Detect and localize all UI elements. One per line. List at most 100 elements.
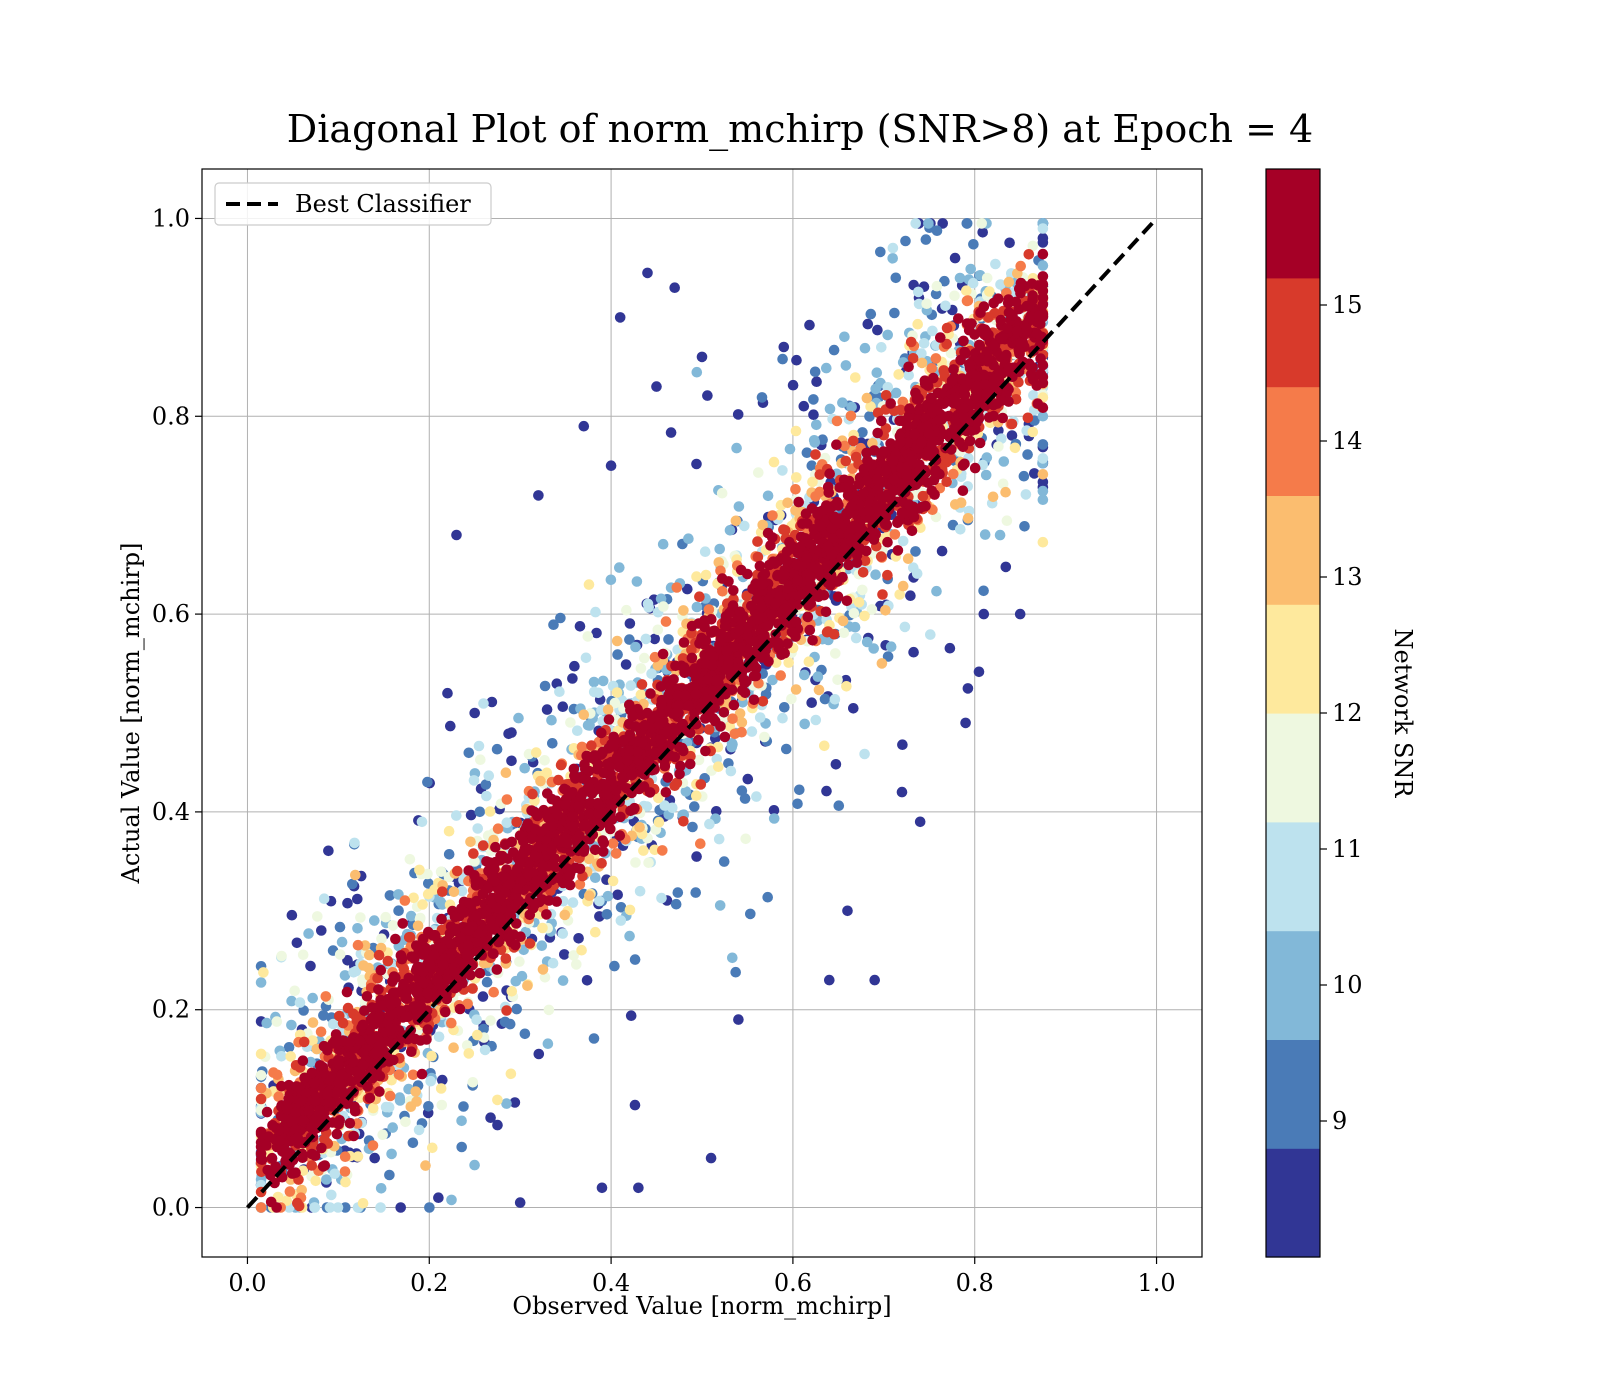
scatter-point bbox=[423, 1101, 434, 1112]
scatter-point bbox=[848, 608, 860, 619]
scatter-point bbox=[289, 985, 301, 997]
scatter-point bbox=[387, 920, 399, 931]
scatter-point bbox=[824, 974, 835, 986]
scatter-point bbox=[582, 631, 594, 642]
scatter-point bbox=[651, 381, 662, 392]
scatter-point bbox=[620, 659, 632, 670]
scatter-point bbox=[323, 845, 334, 857]
scatter-point bbox=[756, 392, 768, 403]
scatter-point bbox=[820, 606, 832, 618]
scatter-point bbox=[907, 353, 919, 364]
scatter-point bbox=[500, 953, 512, 964]
scatter-point bbox=[255, 977, 267, 988]
scatter-point bbox=[588, 676, 600, 688]
scatter-point bbox=[596, 727, 607, 739]
scatter-point bbox=[779, 702, 790, 713]
scatter-point bbox=[718, 707, 730, 718]
scatter-point bbox=[285, 1051, 297, 1062]
scatter-point bbox=[625, 1010, 637, 1021]
scatter-point bbox=[543, 1004, 555, 1016]
scatter-point bbox=[768, 805, 780, 816]
scatter-point bbox=[944, 642, 956, 654]
scatter-point bbox=[405, 910, 417, 922]
scatter-point bbox=[961, 295, 973, 307]
scatter-point bbox=[680, 786, 692, 797]
scatter-point bbox=[727, 713, 738, 724]
scatter-point bbox=[513, 712, 524, 724]
scatter-point bbox=[790, 505, 801, 516]
scatter-point bbox=[754, 712, 766, 723]
scatter-point bbox=[341, 986, 353, 998]
scatter-point bbox=[941, 338, 952, 350]
scatter-point bbox=[330, 1029, 342, 1040]
scatter-point bbox=[469, 856, 480, 867]
scatter-point bbox=[733, 1014, 744, 1025]
scatter-point bbox=[636, 679, 648, 690]
scatter-point bbox=[539, 680, 551, 692]
scatter-point bbox=[941, 476, 952, 488]
scatter-point bbox=[897, 580, 909, 592]
scatter-point bbox=[590, 926, 601, 938]
scatter-point bbox=[536, 940, 548, 951]
scatter-point bbox=[324, 1202, 336, 1213]
scatter-point bbox=[603, 714, 615, 725]
scatter-point bbox=[548, 619, 559, 630]
scatter-point bbox=[691, 458, 702, 470]
scatter-point bbox=[594, 895, 605, 907]
scatter-point bbox=[983, 312, 994, 323]
scatter-point bbox=[412, 920, 424, 932]
scatter-point bbox=[386, 1074, 397, 1086]
scatter-point bbox=[727, 952, 738, 964]
scatter-point bbox=[810, 714, 822, 726]
scatter-point bbox=[431, 973, 443, 984]
scatter-point bbox=[958, 335, 969, 347]
scatter-point bbox=[436, 913, 447, 925]
scatter-point bbox=[861, 636, 873, 648]
scatter-point bbox=[501, 1098, 512, 1109]
scatter-point bbox=[283, 1042, 295, 1053]
scatter-point bbox=[339, 1166, 351, 1177]
scatter-point bbox=[660, 616, 672, 627]
scatter-point bbox=[967, 277, 979, 289]
scatter-point bbox=[316, 1142, 327, 1154]
scatter-point bbox=[665, 427, 677, 438]
scatter-point bbox=[853, 597, 865, 608]
scatter-point bbox=[271, 1069, 283, 1081]
scatter-point bbox=[757, 519, 768, 531]
scatter-point bbox=[669, 780, 680, 791]
scatter-point bbox=[510, 975, 522, 987]
scatter-point bbox=[842, 905, 853, 917]
scatter-point bbox=[691, 790, 702, 801]
scatter-point bbox=[458, 1101, 469, 1112]
scatter-point bbox=[659, 760, 671, 772]
scatter-point bbox=[635, 663, 647, 674]
scatter-point bbox=[877, 589, 888, 600]
scatter-point bbox=[859, 342, 871, 354]
scatter-point bbox=[597, 675, 609, 687]
scatter-point bbox=[384, 1169, 395, 1181]
scatter-point bbox=[477, 991, 489, 1002]
scatter-point bbox=[1028, 390, 1039, 401]
scatter-point bbox=[414, 864, 425, 876]
scatter-point bbox=[369, 1152, 381, 1164]
scatter-point bbox=[735, 564, 747, 576]
scatter-point bbox=[515, 931, 526, 942]
scatter-point bbox=[1019, 521, 1030, 532]
scatter-point bbox=[326, 1189, 337, 1201]
scatter-point bbox=[456, 1115, 467, 1127]
scatter-point bbox=[350, 869, 361, 881]
scatter-point bbox=[848, 703, 859, 714]
scatter-point bbox=[807, 476, 818, 488]
scatter-point bbox=[261, 1106, 273, 1118]
scatter-point bbox=[352, 923, 363, 934]
scatter-point bbox=[361, 991, 373, 1002]
scatter-point bbox=[843, 559, 855, 571]
scatter-point bbox=[686, 644, 697, 656]
scatter-point bbox=[467, 983, 478, 994]
scatter-point bbox=[655, 681, 667, 692]
scatter-point bbox=[440, 1006, 451, 1018]
scatter-point bbox=[936, 545, 948, 557]
scatter-point bbox=[733, 501, 745, 512]
scatter-point bbox=[667, 802, 678, 814]
scatter-point bbox=[352, 893, 363, 905]
